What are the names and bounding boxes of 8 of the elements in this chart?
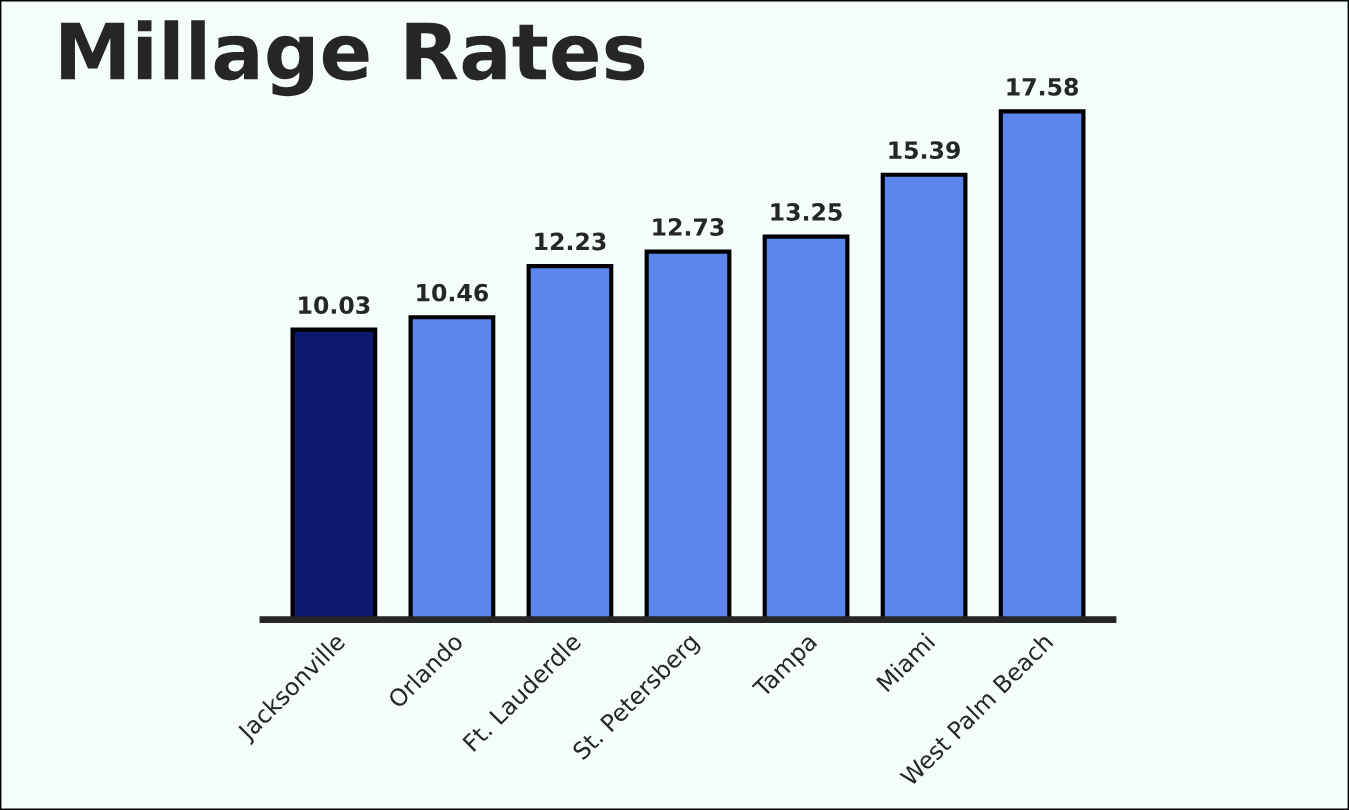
data-label: 12.23 (535, 232, 606, 251)
data-label: 17.58 (1007, 77, 1078, 96)
data-label: 12.73 (653, 218, 724, 236)
data-label: 10.46 (417, 283, 488, 302)
chart-title: Millage Rates (61, 20, 645, 97)
data-label: 15.39 (889, 141, 960, 160)
data-label: 10.03 (299, 296, 370, 314)
data-label: 13.25 (771, 203, 842, 221)
